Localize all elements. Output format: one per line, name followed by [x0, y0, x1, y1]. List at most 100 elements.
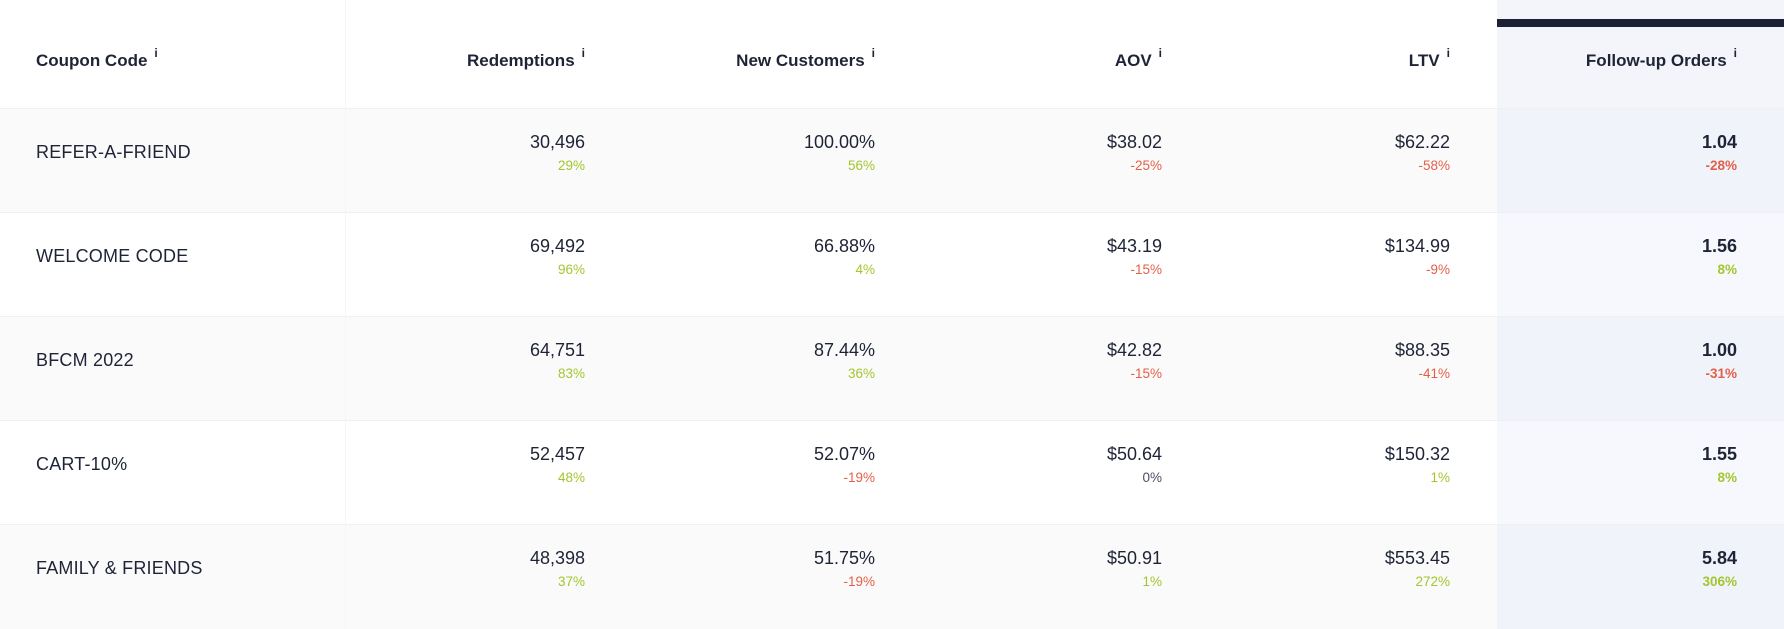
column-header-aov[interactable]: AOV i [922, 0, 1209, 109]
ltv-cell: $134.99 -9% [1209, 213, 1497, 317]
metric-value: 52,457 [529, 443, 585, 464]
metric-delta: 96% [557, 261, 585, 277]
aov-cell: $50.64 0% [922, 421, 1209, 525]
metric-delta: 1% [1142, 573, 1162, 589]
column-header-label: AOV [1114, 51, 1152, 70]
metric-value: 87.44% [813, 339, 875, 360]
new-customers-cell: 87.44% 36% [632, 317, 922, 421]
column-header-coupon-code[interactable]: Coupon Code i [0, 0, 346, 109]
metric-value: $88.35 [1394, 339, 1450, 360]
aov-cell: $42.82 -15% [922, 317, 1209, 421]
metric-delta: 1% [1430, 469, 1450, 485]
info-icon[interactable]: i [1158, 46, 1162, 60]
redemptions-cell: 30,496 29% [345, 109, 632, 213]
metric-delta: -9% [1425, 261, 1450, 277]
follow-up-orders-cell: 1.00 -31% [1497, 316, 1784, 421]
metric-delta: 48% [557, 469, 585, 485]
info-icon[interactable]: i [581, 46, 585, 60]
metric-value: $38.02 [1106, 131, 1162, 152]
follow-up-orders-cell: 1.56 8% [1497, 212, 1784, 317]
metric-delta: 272% [1415, 573, 1450, 589]
coupon-code-cell: CART-10% [0, 420, 346, 525]
info-icon[interactable]: i [1446, 46, 1450, 60]
metric-delta: 36% [847, 365, 875, 381]
metric-delta: -19% [843, 469, 875, 485]
coupon-code-cell: REFER-A-FRIEND [0, 108, 346, 213]
metric-delta: -25% [1130, 157, 1162, 173]
column-header-follow-up-orders[interactable]: Follow-up Orders i [1497, 0, 1784, 109]
metric-value: $62.22 [1394, 131, 1450, 152]
redemptions-cell: 48,398 37% [345, 525, 632, 629]
metric-delta: 29% [557, 157, 585, 173]
metric-delta: 4% [855, 261, 875, 277]
metric-delta: 83% [557, 365, 585, 381]
metric-delta: -28% [1705, 157, 1737, 173]
info-icon[interactable]: i [871, 46, 875, 60]
column-header-label: New Customers [736, 51, 865, 70]
redemptions-cell: 69,492 96% [345, 213, 632, 317]
metric-delta: -31% [1705, 365, 1737, 381]
metric-value: 51.75% [813, 547, 875, 568]
follow-up-orders-cell: 1.04 -28% [1497, 108, 1784, 213]
follow-up-orders-cell: 1.55 8% [1497, 420, 1784, 525]
ltv-cell: $553.45 272% [1209, 525, 1497, 629]
coupon-code-cell: WELCOME CODE [0, 212, 346, 317]
info-icon[interactable]: i [154, 46, 158, 60]
info-icon[interactable]: i [1733, 46, 1737, 60]
new-customers-cell: 66.88% 4% [632, 213, 922, 317]
aov-cell: $50.91 1% [922, 525, 1209, 629]
metric-delta: 8% [1717, 261, 1737, 277]
aov-cell: $38.02 -25% [922, 109, 1209, 213]
column-header-label: Coupon Code [36, 51, 148, 70]
redemptions-cell: 52,457 48% [345, 421, 632, 525]
metric-value: 48,398 [529, 547, 585, 568]
metric-delta: -15% [1130, 365, 1162, 381]
column-header-ltv[interactable]: LTV i [1209, 0, 1497, 109]
metric-value: 1.56 [1701, 235, 1737, 256]
metric-delta: 8% [1717, 469, 1737, 485]
table-row: FAMILY & FRIENDS 48,398 37% 51.75% -19% … [0, 524, 1784, 629]
table-row: REFER-A-FRIEND 30,496 29% 100.00% 56% $3… [0, 108, 1784, 213]
new-customers-cell: 100.00% 56% [632, 109, 922, 213]
ltv-cell: $88.35 -41% [1209, 317, 1497, 421]
metric-value: 52.07% [813, 443, 875, 464]
follow-up-orders-cell: 5.84 306% [1497, 524, 1784, 629]
metric-delta: 306% [1702, 573, 1737, 589]
new-customers-cell: 51.75% -19% [632, 525, 922, 629]
ltv-cell: $150.32 1% [1209, 421, 1497, 525]
selected-column-indicator [1497, 19, 1784, 27]
aov-cell: $43.19 -15% [922, 213, 1209, 317]
metric-value: $42.82 [1106, 339, 1162, 360]
metric-value: $50.64 [1106, 443, 1162, 464]
ltv-cell: $62.22 -58% [1209, 109, 1497, 213]
metric-delta: 37% [557, 573, 585, 589]
metric-value: 30,496 [529, 131, 585, 152]
metric-value: 64,751 [529, 339, 585, 360]
coupon-code-cell: FAMILY & FRIENDS [0, 524, 346, 629]
new-customers-cell: 52.07% -19% [632, 421, 922, 525]
metric-value: $150.32 [1384, 443, 1450, 464]
column-header-new-customers[interactable]: New Customers i [632, 0, 922, 109]
metric-delta: 56% [847, 157, 875, 173]
metric-value: 1.55 [1701, 443, 1737, 464]
metric-value: 1.00 [1701, 339, 1737, 360]
metric-value: 5.84 [1701, 547, 1737, 568]
metric-value: 100.00% [803, 131, 875, 152]
column-header-label: Follow-up Orders [1585, 51, 1727, 70]
table-row: CART-10% 52,457 48% 52.07% -19% $50.64 0… [0, 420, 1784, 525]
table-header-row: Coupon Code i Redemptions i New Customers i… [0, 0, 1784, 109]
metric-delta: 0% [1142, 469, 1162, 485]
metric-delta: -15% [1130, 261, 1162, 277]
metric-value: 1.04 [1701, 131, 1737, 152]
metric-value: 66.88% [813, 235, 875, 256]
metric-delta: -58% [1418, 157, 1450, 173]
column-header-redemptions[interactable]: Redemptions i [345, 0, 632, 109]
metric-value: $50.91 [1106, 547, 1162, 568]
metric-delta: -19% [843, 573, 875, 589]
table-row: BFCM 2022 64,751 83% 87.44% 36% $42.82 -… [0, 316, 1784, 421]
metric-delta: -41% [1418, 365, 1450, 381]
redemptions-cell: 64,751 83% [345, 317, 632, 421]
column-header-label: Redemptions [466, 51, 575, 70]
table-row: WELCOME CODE 69,492 96% 66.88% 4% $43.19… [0, 212, 1784, 317]
